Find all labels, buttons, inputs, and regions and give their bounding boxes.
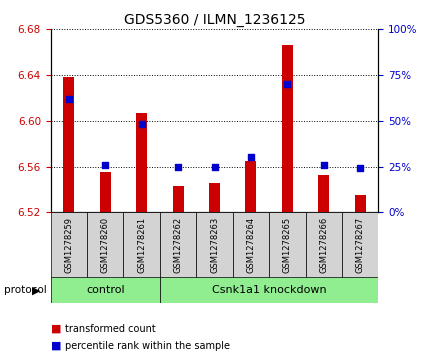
Bar: [100, 172, 111, 212]
Point: [284, 81, 291, 87]
Point: [320, 162, 327, 168]
Text: transformed count: transformed count: [65, 323, 155, 334]
Text: GSM1278261: GSM1278261: [137, 217, 146, 273]
Text: ■: ■: [51, 323, 61, 334]
Point: [175, 164, 182, 170]
Bar: [87, 212, 124, 278]
Bar: [355, 195, 366, 212]
Point: [211, 164, 218, 170]
Text: ■: ■: [51, 340, 61, 351]
Bar: [209, 183, 220, 212]
Text: GSM1278263: GSM1278263: [210, 217, 219, 273]
Bar: [305, 212, 342, 278]
Text: ▶: ▶: [32, 285, 40, 295]
Bar: [160, 277, 378, 303]
Text: GSM1278265: GSM1278265: [283, 217, 292, 273]
Bar: [160, 212, 196, 278]
Bar: [233, 212, 269, 278]
Bar: [269, 212, 305, 278]
Point: [247, 155, 254, 160]
Text: GSM1278267: GSM1278267: [356, 217, 365, 273]
Text: Csnk1a1 knockdown: Csnk1a1 knockdown: [212, 285, 326, 295]
Bar: [51, 277, 160, 303]
Text: protocol: protocol: [4, 285, 47, 295]
Bar: [136, 113, 147, 212]
Bar: [282, 45, 293, 212]
Bar: [318, 175, 329, 212]
Text: percentile rank within the sample: percentile rank within the sample: [65, 340, 230, 351]
Point: [102, 162, 109, 168]
Point: [357, 166, 364, 171]
Bar: [246, 161, 257, 212]
Bar: [63, 77, 74, 212]
Text: GSM1278262: GSM1278262: [173, 217, 183, 273]
Title: GDS5360 / ILMN_1236125: GDS5360 / ILMN_1236125: [124, 13, 305, 26]
Text: GSM1278266: GSM1278266: [319, 217, 328, 273]
Point: [138, 122, 145, 127]
Bar: [196, 212, 233, 278]
Text: GSM1278259: GSM1278259: [64, 217, 73, 273]
Text: GSM1278260: GSM1278260: [101, 217, 110, 273]
Text: GSM1278264: GSM1278264: [246, 217, 256, 273]
Bar: [342, 212, 378, 278]
Bar: [172, 186, 183, 212]
Text: control: control: [86, 285, 125, 295]
Bar: [51, 212, 87, 278]
Bar: [124, 212, 160, 278]
Point: [65, 96, 72, 102]
